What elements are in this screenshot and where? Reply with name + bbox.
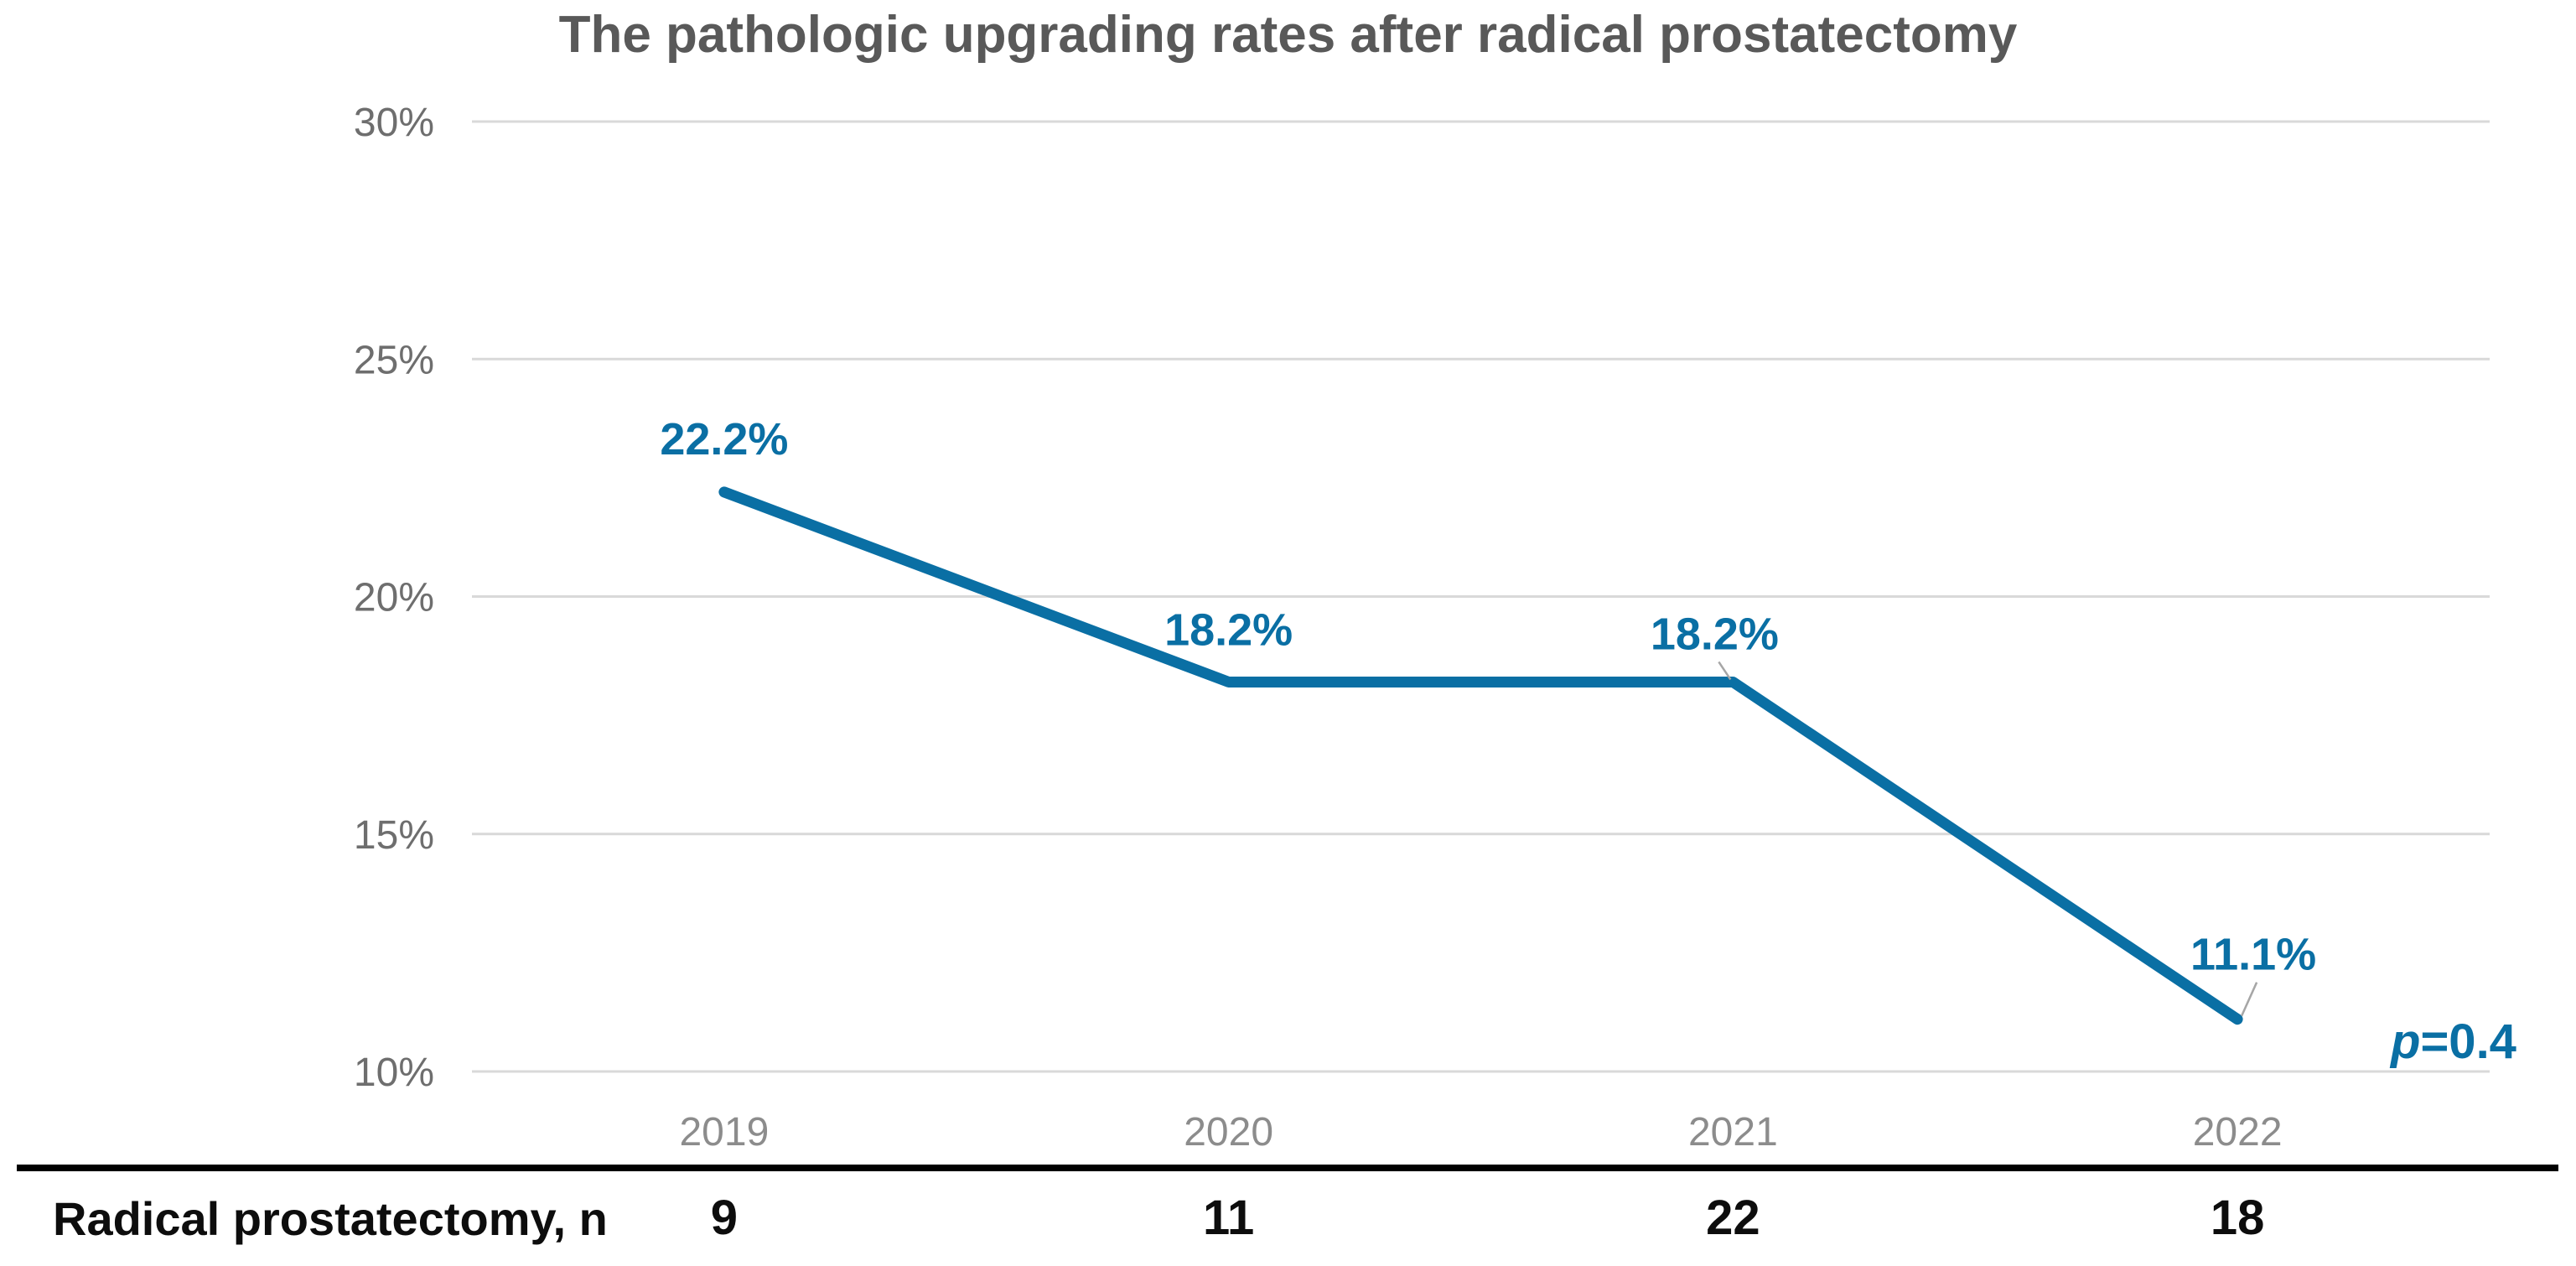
x-tick-label: 2022 xyxy=(2193,1110,2283,1154)
label-leader-line xyxy=(1718,661,1732,681)
data-point-label: 22.2% xyxy=(660,414,788,464)
y-tick-label: 10% xyxy=(354,1051,434,1095)
table-count: 11 xyxy=(1202,1191,1255,1245)
label-leader-line xyxy=(2240,982,2258,1017)
chart-title: The pathologic upgrading rates after rad… xyxy=(558,6,2018,64)
y-tick-label: 15% xyxy=(354,813,434,858)
y-tick-label: 25% xyxy=(354,338,434,382)
y-axis-tick-labels: 30% 25% 20% 15% 10% xyxy=(354,101,434,1095)
table-count: 18 xyxy=(2210,1191,2265,1245)
y-tick-label: 30% xyxy=(354,101,434,145)
x-tick-label: 2021 xyxy=(1688,1110,1778,1154)
data-series-group xyxy=(718,486,2243,1025)
table-row-label: Radical prostatectomy, n xyxy=(53,1192,608,1245)
table-count: 22 xyxy=(1706,1191,1760,1245)
p-value-text: =0.4 xyxy=(2420,1014,2516,1069)
x-tick-label: 2020 xyxy=(1184,1110,1273,1154)
data-point-label: 18.2% xyxy=(1651,609,1779,659)
table-divider-rule xyxy=(17,1165,2558,1171)
trend-line xyxy=(718,486,2243,1025)
data-labels-group: 22.2% 18.2% 18.2% 11.1% xyxy=(660,414,2316,1017)
p-symbol: p xyxy=(2389,1014,2420,1069)
y-tick-label: 20% xyxy=(354,576,434,620)
x-tick-label: 2019 xyxy=(679,1110,769,1154)
data-point-label: 18.2% xyxy=(1164,604,1293,655)
p-value-annotation: p=0.4 xyxy=(2389,1014,2516,1069)
table-count: 9 xyxy=(710,1191,739,1245)
x-axis-tick-labels: 2019 2020 2021 2022 xyxy=(679,1110,2282,1154)
gridlines-group xyxy=(472,120,2490,1073)
data-point-label: 11.1% xyxy=(2190,930,2316,980)
